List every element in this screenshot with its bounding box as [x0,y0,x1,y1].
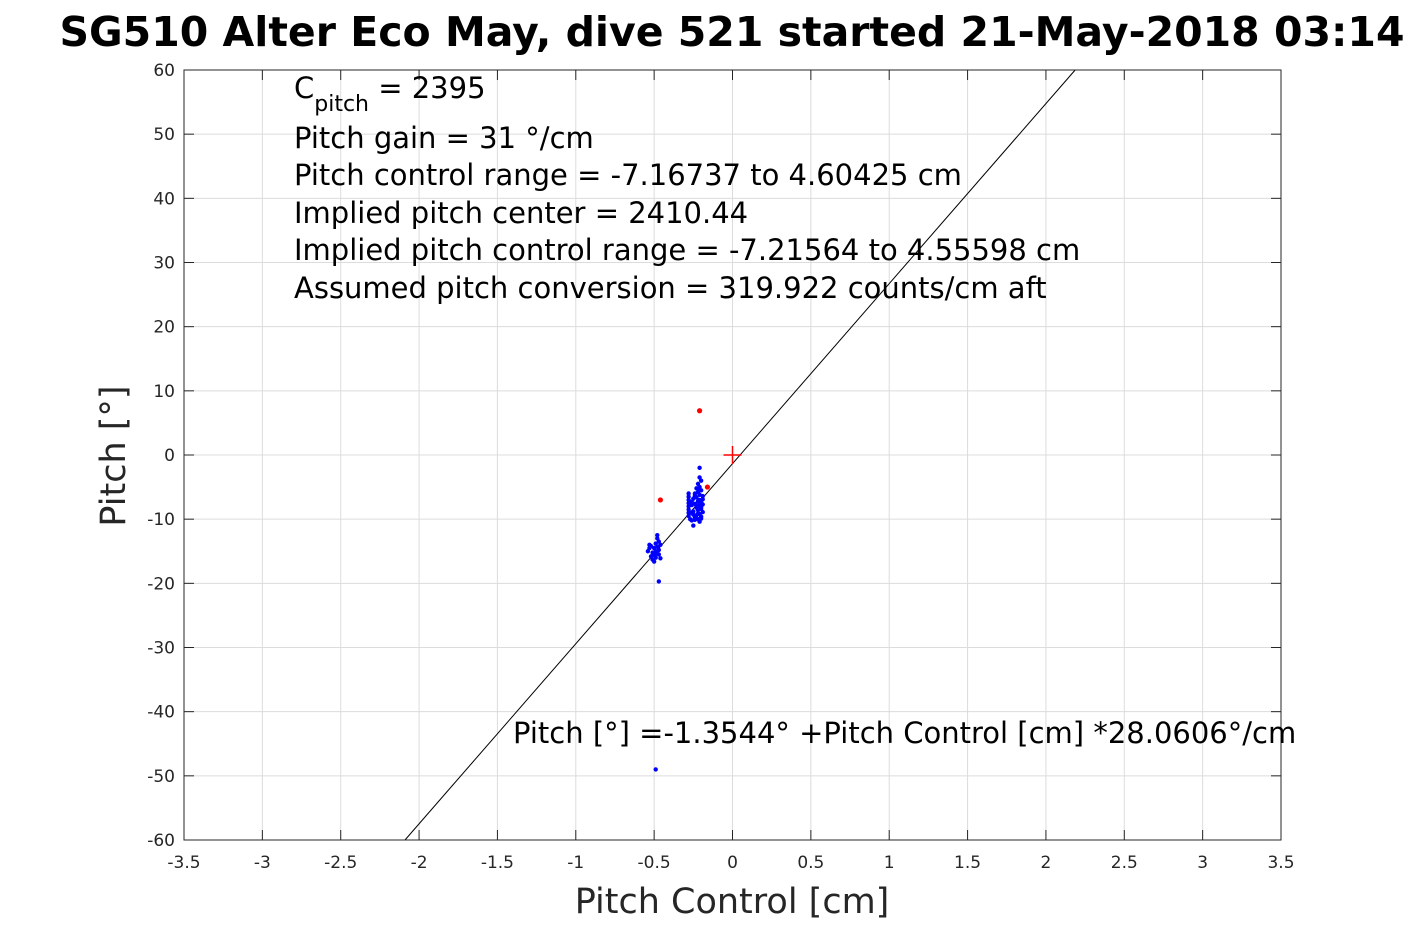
x-tick-label: 1.5 [954,853,981,873]
data-point [657,497,664,503]
data-point [697,502,702,508]
plot-area [183,69,1282,841]
data-point [697,465,702,471]
data-point [656,552,662,557]
data-point [686,491,691,496]
data-point [700,509,705,515]
c-pitch-symbol: C [294,71,314,105]
data-point [687,516,693,522]
x-tick-label: -0.5 [638,853,671,873]
c-pitch-annotation: Cpitch = 2395 [294,71,486,117]
data-point [686,510,691,515]
y-tick-label: 40 [153,189,175,209]
chart-title: SG510 Alter Eco May, dive 521 started 21… [60,8,1405,56]
x-tick-label: 3 [1197,853,1208,873]
y-axis-label: Pitch [°] [94,385,134,526]
data-point [686,507,691,512]
data-point [655,533,660,538]
y-tick-label: -20 [147,574,175,594]
data-point [689,499,694,505]
data-point [651,559,657,564]
x-tick-label: 2.5 [1111,853,1138,873]
y-tick-label: -60 [147,831,175,851]
x-tick-label: -2 [411,853,428,873]
x-axis-ticks [183,70,1282,840]
data-point [692,517,698,523]
data-point [695,511,701,516]
y-tick-label: 50 [153,125,175,145]
annotation-line: Assumed pitch conversion = 319.922 count… [294,271,1047,305]
x-tick-label: -3 [254,853,271,873]
fit-equation: Pitch [°] =-1.3544° +Pitch Control [cm] … [513,716,1296,750]
x-tick-label: 0.5 [797,853,824,873]
data-point [686,504,691,509]
data-point [658,556,663,561]
y-tick-label: -40 [147,703,175,723]
data-point [695,507,701,513]
data-point [691,523,696,528]
annotation-line: Pitch gain = 31 °/cm [294,121,594,155]
data-point [645,549,651,554]
data-point [653,767,658,772]
data-point [704,484,711,490]
y-tick-labels: 60 50 40 30 20 10 0 -10 -20 -30 -40 -50 -60 [147,61,175,851]
data-point [686,494,691,499]
data-point [698,516,704,521]
x-tick-label: -1.5 [481,853,514,873]
data-point [700,497,705,502]
data-point [691,512,696,517]
annotation-line: Pitch control range = -7.16737 to 4.6042… [294,158,962,192]
data-points [645,408,711,772]
data-point [696,408,703,414]
y-tick-label: 0 [164,446,175,466]
y-tick-label: 10 [153,382,175,402]
x-axis-label: Pitch Control [cm] [575,882,890,922]
y-tick-label: -30 [147,639,175,659]
annotation-line: Implied pitch control range = -7.21564 t… [294,233,1080,267]
x-tick-label: 2 [1041,853,1052,873]
data-point [700,493,705,499]
data-point [695,486,701,492]
y-tick-label: -50 [147,767,175,787]
y-tick-label: -10 [147,510,175,530]
x-tick-label: 0 [727,853,738,873]
c-pitch-value: = 2395 [369,71,486,105]
data-point [648,543,654,549]
y-tick-label: 60 [153,61,175,81]
annotation-line: Implied pitch center = 2410.44 [294,196,748,230]
center-marker [723,446,742,464]
y-tick-label: 30 [153,254,175,274]
data-point [692,493,698,498]
annotation-block: Cpitch = 2395 Pitch gain = 31 °/cm Pitch… [294,71,1080,305]
x-tick-label: 1 [884,853,895,873]
data-point [656,579,662,584]
y-tick-label: 20 [153,318,175,338]
x-tick-label: -2.5 [324,853,357,873]
x-tick-label: 3.5 [1267,853,1294,873]
data-point [698,478,704,483]
x-tick-labels: -3.5 -3 -2.5 -2 -1.5 -1 -0.5 0 0.5 1 1.5 2 2.5 3 3.5 [167,853,1294,873]
c-pitch-subscript: pitch [314,92,369,117]
y-axis-ticks [184,69,1281,841]
x-tick-label: -3.5 [167,853,200,873]
x-tick-label: -1 [567,853,584,873]
